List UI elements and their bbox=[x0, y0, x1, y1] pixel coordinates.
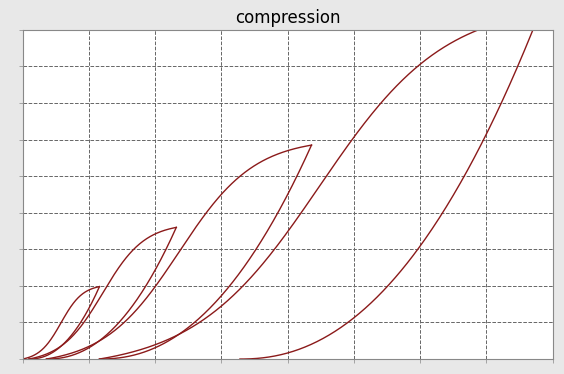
Title: compression: compression bbox=[235, 9, 341, 27]
